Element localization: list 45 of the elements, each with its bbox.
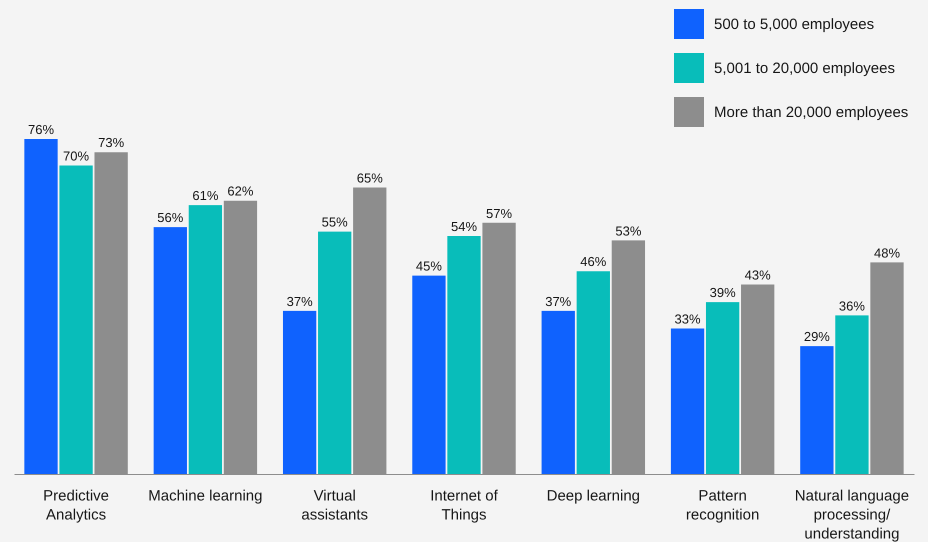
data-label: 33%: [674, 312, 701, 327]
data-label: 37%: [545, 294, 572, 309]
bar: [706, 302, 740, 474]
data-label: 56%: [157, 210, 184, 226]
bar: [447, 236, 481, 474]
x-tick-label: Predictive Analytics: [43, 488, 109, 524]
x-tick-label: Natural language processing/ understanding: [794, 488, 910, 542]
data-label: 62%: [227, 184, 254, 199]
bar: [576, 271, 610, 474]
bar: [835, 315, 869, 474]
data-label: 36%: [838, 298, 866, 314]
bar: [318, 232, 352, 474]
data-label: 43%: [744, 267, 772, 282]
bar: [154, 227, 187, 474]
bar: [542, 310, 575, 474]
legend-label: 500 to 5,000 employees: [714, 16, 874, 33]
bar: [24, 139, 58, 474]
data-label: 29%: [804, 329, 830, 344]
bar: [800, 346, 834, 474]
data-label: 46%: [580, 254, 607, 270]
x-tick-label: Internet of Things: [430, 488, 499, 524]
data-label: 73%: [98, 135, 125, 150]
x-tick-label: Pattern recognition: [686, 488, 760, 524]
x-tick-label: Deep learning: [546, 488, 640, 504]
data-label: 53%: [615, 223, 642, 238]
data-label: 70%: [63, 148, 90, 164]
data-label: 39%: [710, 285, 736, 300]
bar: [282, 310, 316, 474]
data-label: 76%: [28, 122, 54, 137]
legend-label: More than 20,000 employees: [714, 104, 908, 121]
data-label: 65%: [356, 170, 384, 186]
bar: [59, 165, 93, 474]
bar: [670, 328, 704, 474]
data-label: 57%: [486, 206, 513, 221]
x-tick-label: Machine learning: [148, 488, 263, 504]
bar: [412, 276, 446, 474]
data-label: 37%: [286, 294, 314, 309]
data-label: 48%: [874, 245, 900, 260]
data-label: 55%: [322, 214, 348, 230]
x-tick-label: Virtual assistants: [301, 488, 368, 524]
data-label: 45%: [416, 258, 442, 274]
data-label: 61%: [192, 188, 219, 204]
legend-label: 5,001 to 20,000 employees: [714, 60, 895, 77]
data-label: 54%: [450, 218, 478, 234]
bar: [188, 205, 222, 474]
